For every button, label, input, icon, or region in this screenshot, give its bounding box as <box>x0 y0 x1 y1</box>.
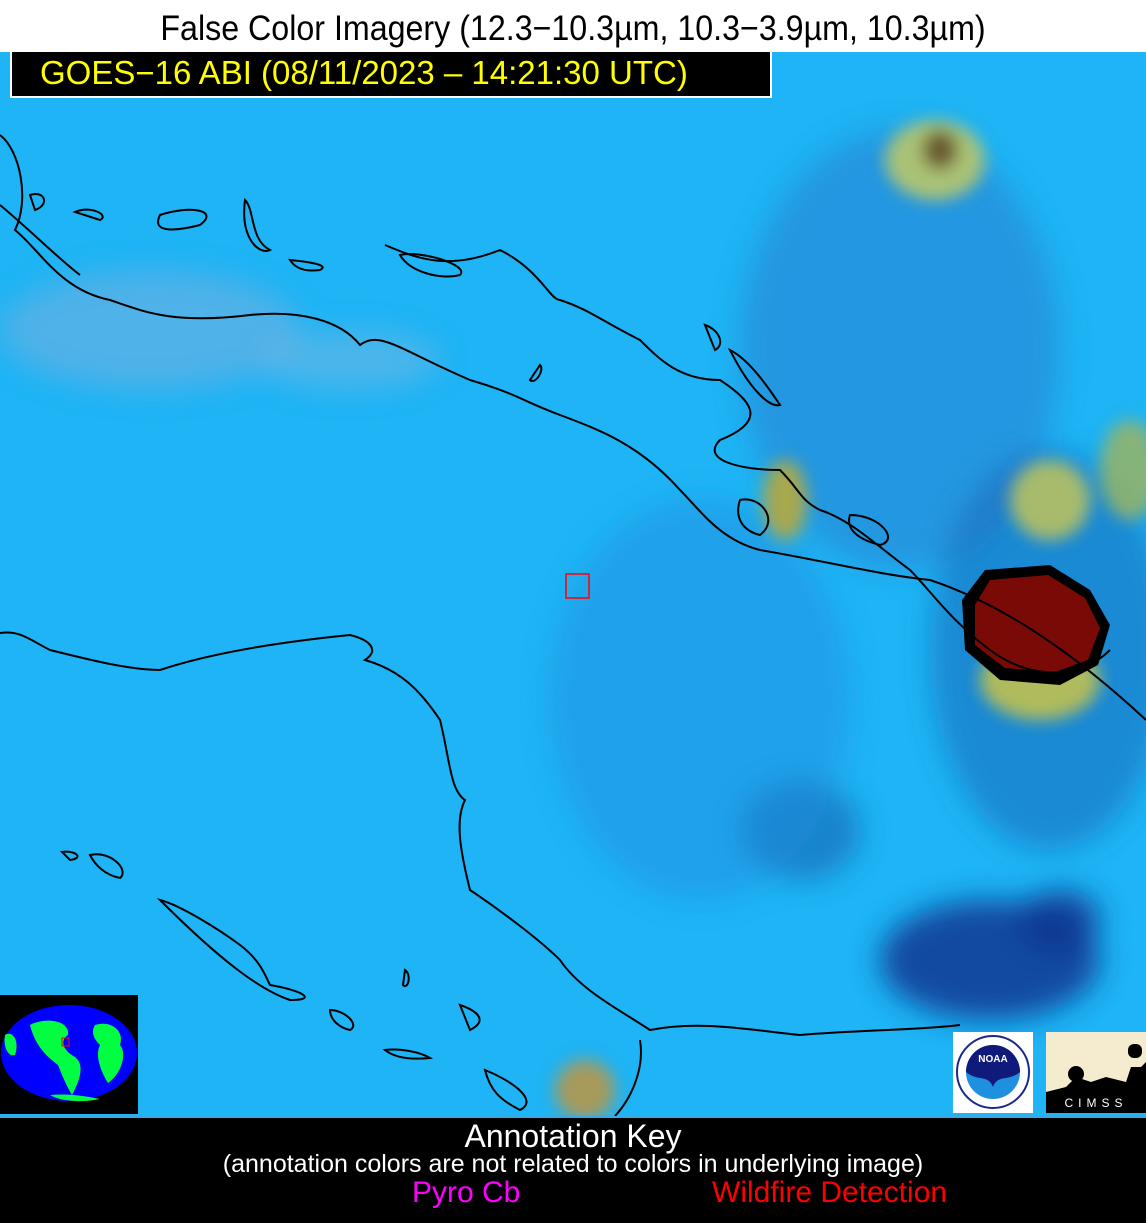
cimss-logo: CIMSS <box>1046 1032 1146 1113</box>
annotation-key-title: Annotation Key <box>464 1118 682 1154</box>
wildfire-hotspot <box>962 565 1110 685</box>
globe-inset <box>0 995 138 1114</box>
coastlines <box>0 134 1146 1116</box>
satellite-timestamp: GOES−16 ABI (08/11/2023 – 14:21:30 UTC) <box>10 52 772 98</box>
globe-europe-africa <box>92 1023 124 1083</box>
noaa-logo-text: NOAA <box>978 1054 1007 1065</box>
cloud-features <box>0 130 1146 1020</box>
satellite-map <box>0 52 1146 1116</box>
annotation-key-note: (annotation colors are not related to co… <box>222 1150 924 1178</box>
image-title: False Color Imagery (12.3−10.3µm, 10.3−3… <box>45 0 1101 52</box>
globe-americas <box>30 1020 81 1095</box>
legend-wildfire-detection: Wildfire Detection <box>712 1176 948 1209</box>
annotation-key: Annotation Key (annotation colors are no… <box>0 1116 1146 1223</box>
noaa-logo: NOAA <box>953 1032 1033 1113</box>
globe-region-marker <box>61 1037 70 1047</box>
location-marker <box>565 573 590 599</box>
legend-pyro-cb: Pyro Cb <box>412 1176 521 1209</box>
cimss-logo-text: CIMSS <box>1064 1096 1128 1110</box>
